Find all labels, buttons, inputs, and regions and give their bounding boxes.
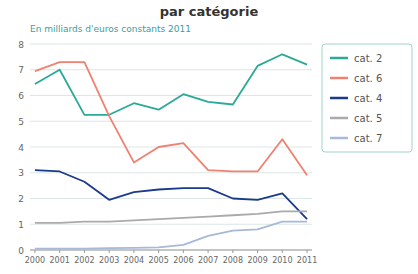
legend-swatch [330,97,348,100]
grid-line [30,198,312,199]
grid-line [30,224,312,225]
y-tick-label: 0 [18,246,24,256]
series-line [35,54,307,115]
x-tick-label: 2000 [25,256,45,265]
x-tick [307,250,308,253]
legend-swatch [330,117,348,120]
grid-line [30,147,312,148]
x-tick [109,250,110,253]
x-tick-label: 2011 [297,256,317,265]
y-tick-label: 5 [18,117,24,127]
y-tick-label: 3 [18,168,24,178]
series-line [35,211,307,223]
grid-line [30,172,312,173]
y-tick-label: 2 [18,194,24,204]
x-tick [183,250,184,253]
x-tick [59,250,60,253]
legend-label: cat. 5 [354,113,382,124]
series-line [35,170,307,219]
y-tick-label: 6 [18,91,24,101]
grid [30,44,312,250]
x-tick-label: 2001 [50,256,70,265]
subtitle: En milliards d'euros constants 2011 [30,24,191,34]
legend-swatch [330,57,348,60]
lines [35,54,307,248]
x-tick [257,250,258,253]
x-tick [282,250,283,253]
grid-line [30,250,312,251]
x-axis-line [30,250,312,251]
title: par catégorie [160,4,259,19]
x-tick [232,250,233,253]
x-tick-label: 2004 [124,256,144,265]
x-tick [84,250,85,253]
x-tick-label: 2006 [173,256,193,265]
legend-label: cat. 4 [354,93,382,104]
legend: cat. 2 cat. 6 cat. 4 cat. 5 cat. 7 [322,44,412,152]
grid-line [30,95,312,96]
legend-label: cat. 6 [354,73,382,84]
x-tick-label: 2005 [148,256,168,265]
legend-frame [322,44,412,152]
grid-line [30,69,312,70]
legend-swatch [330,137,348,140]
grid-line [30,121,312,122]
y-tick-label: 1 [18,220,24,230]
x-tick [208,250,209,253]
y-tick-label: 7 [18,65,24,75]
grid-line [30,44,312,45]
legend-swatch [330,77,348,80]
x-tick [133,250,134,253]
y-tick-label: 8 [18,40,24,50]
legend-label: cat. 7 [354,133,382,144]
x-tick-label: 2009 [247,256,267,265]
series-line [35,62,307,175]
chart: par catégorie En milliards d'euros consta… [0,0,418,274]
series-line [35,222,307,249]
x-tick-label: 2010 [272,256,292,265]
y-tick-label: 4 [18,143,24,153]
x-tick-label: 2003 [99,256,119,265]
x-tick-label: 2008 [223,256,243,265]
legend-label: cat. 2 [354,53,382,64]
x-tick-label: 2007 [198,256,218,265]
x-tick-label: 2002 [74,256,94,265]
x-tick [34,250,35,253]
x-tick [158,250,159,253]
